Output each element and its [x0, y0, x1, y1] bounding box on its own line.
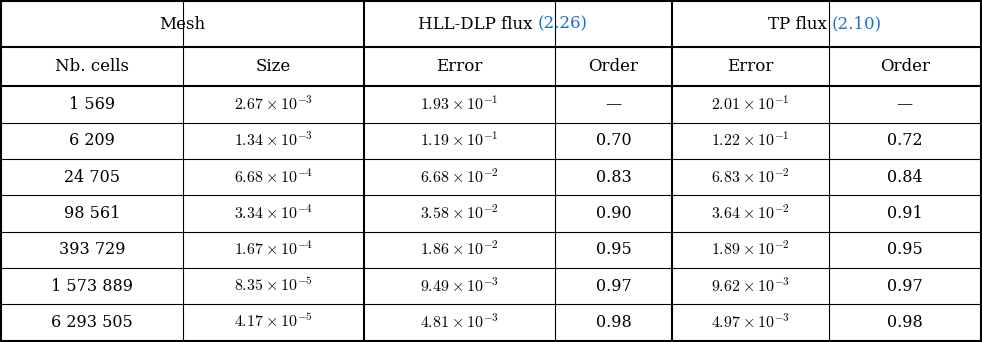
Text: 0.91: 0.91 [887, 205, 923, 222]
Text: $1.19 \times 10^{-1}$: $1.19 \times 10^{-1}$ [420, 132, 499, 150]
Text: $1.89 \times 10^{-2}$: $1.89 \times 10^{-2}$ [711, 240, 790, 259]
Text: $9.62 \times 10^{-3}$: $9.62 \times 10^{-3}$ [711, 277, 790, 295]
Text: 98 561: 98 561 [64, 205, 120, 222]
Text: Mesh: Mesh [159, 16, 205, 33]
Text: TP flux: TP flux [768, 16, 832, 33]
Text: 0.84: 0.84 [887, 169, 922, 186]
Text: 6 293 505: 6 293 505 [51, 314, 133, 331]
Text: $1.93 \times 10^{-1}$: $1.93 \times 10^{-1}$ [420, 95, 499, 114]
Text: 0.72: 0.72 [887, 132, 922, 149]
Text: 393 729: 393 729 [59, 241, 126, 258]
Text: 0.70: 0.70 [596, 132, 631, 149]
Text: $3.64 \times 10^{-2}$: $3.64 \times 10^{-2}$ [711, 204, 790, 223]
Text: 0.98: 0.98 [595, 314, 631, 331]
Text: 0.98: 0.98 [887, 314, 923, 331]
Text: $2.01 \times 10^{-1}$: $2.01 \times 10^{-1}$ [711, 95, 790, 114]
Text: 0.95: 0.95 [595, 241, 631, 258]
Text: —: — [605, 96, 622, 113]
Text: 0.97: 0.97 [887, 278, 923, 294]
Text: $4.97 \times 10^{-3}$: $4.97 \times 10^{-3}$ [711, 313, 790, 332]
Text: Error: Error [728, 58, 774, 75]
Text: —: — [897, 96, 913, 113]
Text: (2.10): (2.10) [832, 16, 882, 33]
Text: 6 209: 6 209 [69, 132, 115, 149]
Text: 24 705: 24 705 [64, 169, 120, 186]
Text: HLL-DLP flux: HLL-DLP flux [418, 16, 538, 33]
Text: $4.81 \times 10^{-3}$: $4.81 \times 10^{-3}$ [419, 313, 499, 332]
Text: $3.58 \times 10^{-2}$: $3.58 \times 10^{-2}$ [419, 204, 499, 223]
Text: $1.22 \times 10^{-1}$: $1.22 \times 10^{-1}$ [711, 132, 790, 150]
Text: $1.67 \times 10^{-4}$: $1.67 \times 10^{-4}$ [234, 240, 312, 259]
Text: $1.34 \times 10^{-3}$: $1.34 \times 10^{-3}$ [234, 132, 312, 150]
Text: $4.17 \times 10^{-5}$: $4.17 \times 10^{-5}$ [234, 314, 312, 331]
Text: $6.83 \times 10^{-2}$: $6.83 \times 10^{-2}$ [711, 168, 790, 186]
Text: Order: Order [880, 58, 930, 75]
Text: $9.49 \times 10^{-3}$: $9.49 \times 10^{-3}$ [419, 277, 499, 295]
Text: 0.97: 0.97 [595, 278, 631, 294]
Text: (2.26): (2.26) [538, 16, 588, 33]
Text: Size: Size [255, 58, 291, 75]
Text: $1.86 \times 10^{-2}$: $1.86 \times 10^{-2}$ [419, 240, 499, 259]
Text: Order: Order [588, 58, 638, 75]
Text: 1 573 889: 1 573 889 [51, 278, 133, 294]
Text: 0.95: 0.95 [887, 241, 923, 258]
Text: $8.35 \times 10^{-5}$: $8.35 \times 10^{-5}$ [234, 277, 312, 295]
Text: $6.68 \times 10^{-2}$: $6.68 \times 10^{-2}$ [419, 168, 499, 186]
Text: $6.68 \times 10^{-4}$: $6.68 \times 10^{-4}$ [234, 168, 312, 186]
Text: 0.90: 0.90 [596, 205, 631, 222]
Text: 0.83: 0.83 [595, 169, 631, 186]
Text: 1 569: 1 569 [69, 96, 115, 113]
Text: Nb. cells: Nb. cells [55, 58, 129, 75]
Text: $2.67 \times 10^{-3}$: $2.67 \times 10^{-3}$ [234, 95, 312, 114]
Text: Error: Error [436, 58, 482, 75]
Text: $3.34 \times 10^{-4}$: $3.34 \times 10^{-4}$ [234, 204, 312, 223]
